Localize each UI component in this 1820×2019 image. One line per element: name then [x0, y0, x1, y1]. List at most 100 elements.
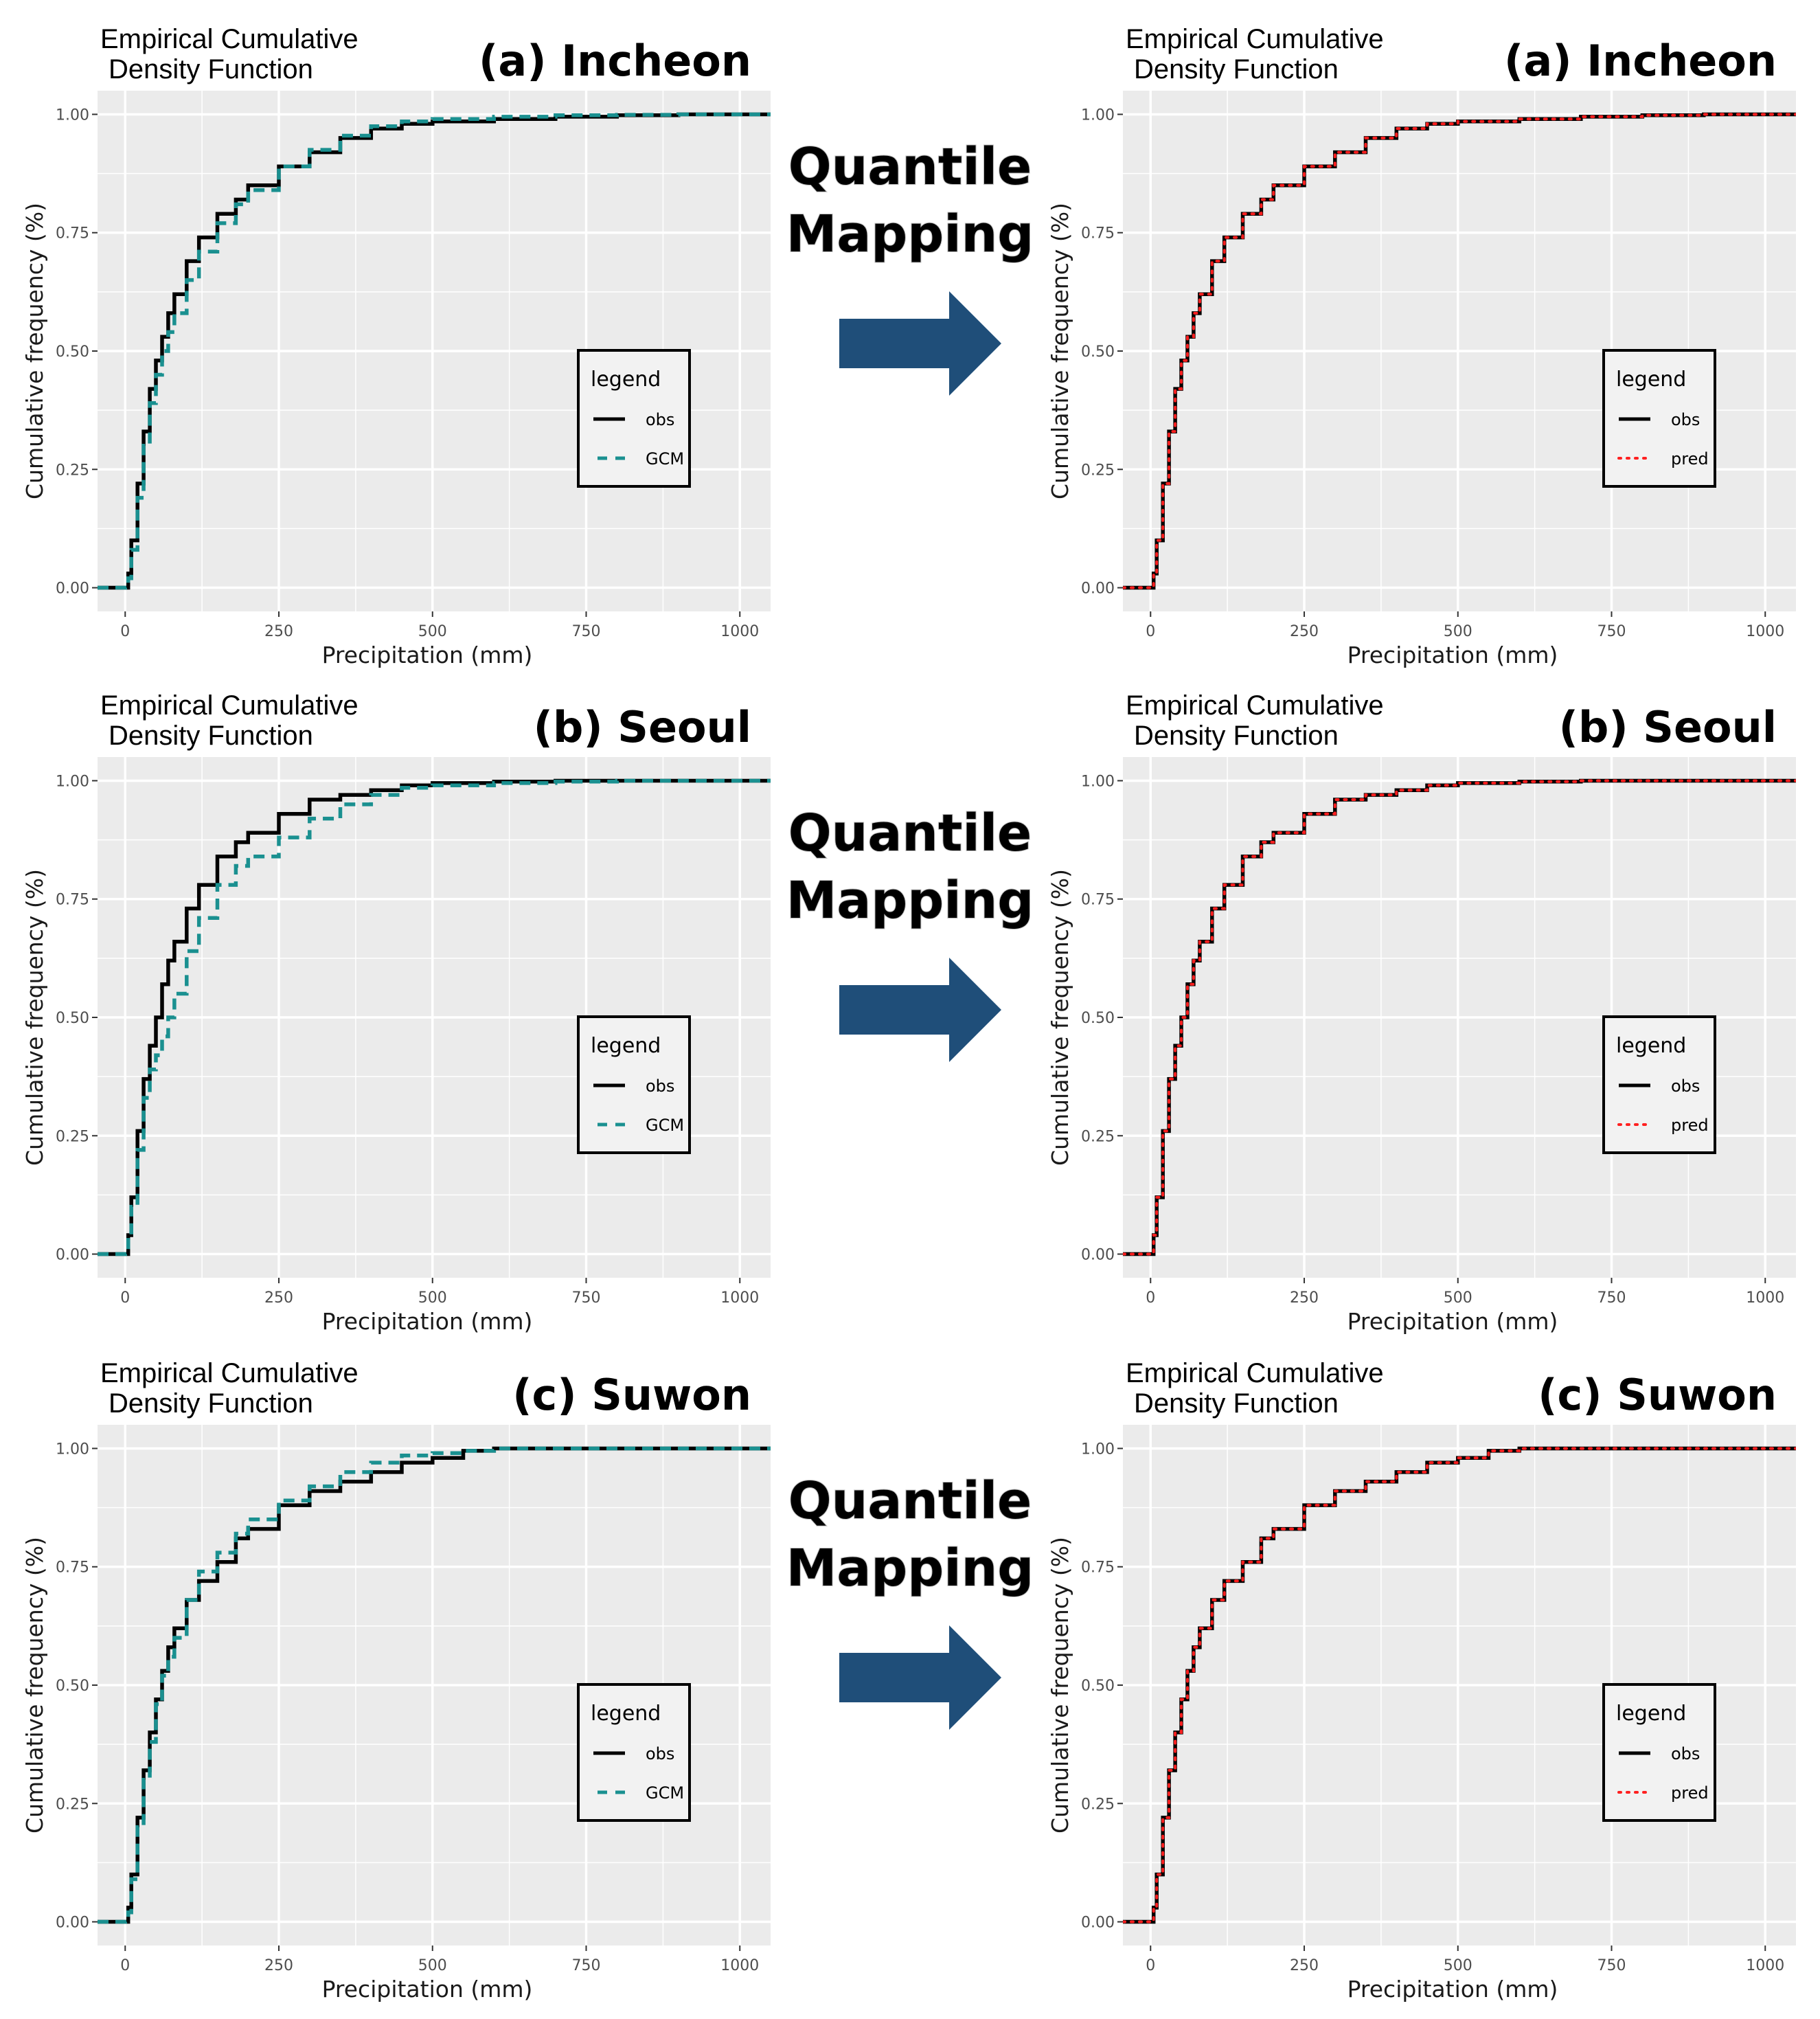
chart-panel-1: 0 250 500 750 1000 0.00 0.25 0.50 0.75 1.00 Precip…	[1047, 24, 1796, 668]
y-tick-label: 0.00	[1081, 1915, 1115, 1932]
x-tick-label: 500	[418, 1957, 447, 1974]
y-tick-label: 0.50	[1081, 1678, 1115, 1695]
y-tick-label: 0.00	[56, 580, 89, 598]
legend-label-obs: obs	[1671, 1744, 1700, 1763]
quantile-mapping-annotation: Quantile Mapping	[786, 803, 1034, 1062]
chart-panel-3: 0 250 500 750 1000 0.00 0.25 0.50 0.75 1.00 Precip…	[1047, 690, 1796, 1335]
quantile-mapping-text-line-2: Mapping	[786, 871, 1034, 930]
legend-label-obs: obs	[1671, 410, 1700, 429]
chart-title-line-2: Density Function	[109, 54, 313, 84]
x-tick-label: 750	[1597, 1289, 1626, 1307]
legend-title: legend	[591, 1702, 661, 1726]
y-tick-label: 0.75	[56, 1559, 89, 1577]
x-tick-label: 750	[1597, 1957, 1626, 1974]
y-axis-title: Cumulative frequency (%)	[1047, 1537, 1073, 1834]
panel-label: (b) Seoul	[534, 702, 751, 752]
x-tick-label: 0	[120, 623, 130, 640]
y-tick-label: 0.75	[1081, 225, 1115, 242]
legend: legend obs pred	[1602, 349, 1716, 488]
series-line-GCM	[98, 112, 771, 590]
x-axis-title: Precipitation (mm)	[1347, 1308, 1558, 1335]
legend-label-pred: pred	[1671, 1783, 1709, 1803]
y-tick-label: 1.00	[1081, 1441, 1115, 1458]
legend-label-obs: obs	[646, 1076, 674, 1096]
y-axis-title: Cumulative frequency (%)	[21, 203, 48, 499]
x-tick-label: 250	[264, 1957, 293, 1974]
x-tick-label: 0	[1146, 623, 1155, 640]
panel-label: (c) Suwon	[512, 1370, 751, 1420]
x-tick-label: 250	[1290, 623, 1319, 640]
legend-title: legend	[1616, 1702, 1686, 1726]
right-arrow-icon	[839, 958, 1001, 1062]
x-tick-label: 500	[1444, 1289, 1472, 1307]
y-tick-label: 0.25	[1081, 462, 1115, 479]
series-line-obs	[98, 1446, 771, 1924]
quantile-mapping-text-line-1: Quantile	[788, 804, 1032, 863]
legend-title: legend	[591, 1034, 661, 1058]
y-tick-label: 0.75	[1081, 1559, 1115, 1577]
x-tick-label: 750	[572, 623, 601, 640]
chart-title-line-1: Empirical Cumulative	[100, 24, 359, 54]
x-tick-label: 1000	[1746, 1957, 1784, 1974]
x-tick-label: 750	[1597, 623, 1626, 640]
y-tick-label: 0.00	[56, 1247, 89, 1264]
chart-panel-4: 0 250 500 750 1000 0.00 0.25 0.50 0.75 1.00 Precip…	[21, 1358, 771, 2003]
legend: legend obs pred	[1602, 1683, 1716, 1822]
quantile-mapping-text-line-1: Quantile	[788, 137, 1032, 196]
legend-title: legend	[591, 368, 661, 392]
x-tick-label: 250	[1290, 1289, 1319, 1307]
y-tick-label: 0.50	[56, 343, 89, 361]
y-tick-label: 0.50	[56, 1010, 89, 1027]
x-tick-label: 500	[418, 623, 447, 640]
y-axis-title: Cumulative frequency (%)	[21, 869, 48, 1166]
x-axis-title: Precipitation (mm)	[1347, 1976, 1558, 2003]
series-line-obs	[98, 778, 771, 1256]
x-tick-label: 1000	[720, 623, 759, 640]
x-tick-label: 750	[572, 1957, 601, 1974]
series-line-GCM	[98, 1446, 771, 1924]
legend-label-pred: pred	[1671, 449, 1709, 469]
series-line-pred	[1123, 113, 1796, 589]
y-tick-label: 0.75	[56, 892, 89, 909]
x-tick-label: 1000	[1746, 1289, 1784, 1307]
y-axis-title: Cumulative frequency (%)	[21, 1537, 48, 1834]
quantile-mapping-annotation: Quantile Mapping	[786, 1471, 1034, 1730]
right-arrow-icon	[839, 1625, 1001, 1730]
x-tick-label: 250	[1290, 1957, 1319, 1974]
y-axis-title: Cumulative frequency (%)	[1047, 203, 1073, 499]
y-tick-label: 0.25	[1081, 1796, 1115, 1813]
y-tick-label: 1.00	[1081, 106, 1115, 124]
legend-label-obs: obs	[1671, 1076, 1700, 1096]
legend-label-GCM: GCM	[646, 1783, 684, 1803]
series-line-GCM	[98, 778, 771, 1256]
panel-label: (a) Incheon	[1504, 36, 1777, 86]
chart-title-line-1: Empirical Cumulative	[1126, 690, 1384, 721]
x-axis-title: Precipitation (mm)	[1347, 642, 1558, 668]
x-tick-label: 0	[1146, 1289, 1155, 1307]
legend-label-obs: obs	[646, 1744, 674, 1763]
legend: legend obs GCM	[577, 349, 691, 488]
x-tick-label: 0	[120, 1957, 130, 1974]
legend: legend obs GCM	[577, 1683, 691, 1822]
x-axis-title: Precipitation (mm)	[322, 1976, 533, 2003]
x-tick-label: 750	[572, 1289, 601, 1307]
y-tick-label: 1.00	[56, 106, 89, 124]
legend-label-GCM: GCM	[646, 449, 684, 469]
y-tick-label: 1.00	[56, 773, 89, 790]
legend: legend obs pred	[1602, 1015, 1716, 1154]
y-tick-label: 0.25	[1081, 1128, 1115, 1145]
x-tick-label: 1000	[1746, 623, 1784, 640]
y-tick-label: 0.50	[56, 1678, 89, 1695]
quantile-mapping-text-line-1: Quantile	[788, 1471, 1032, 1531]
y-tick-label: 0.75	[56, 225, 89, 242]
legend-label-GCM: GCM	[646, 1116, 684, 1135]
panel-label: (b) Seoul	[1559, 702, 1777, 752]
series-line-pred	[1123, 779, 1796, 1256]
chart-title-line-1: Empirical Cumulative	[1126, 1358, 1384, 1388]
chart-panel-0: 0 250 500 750 1000 0.00 0.25 0.50 0.75 1.00 Precip…	[21, 24, 771, 668]
y-axis-title: Cumulative frequency (%)	[1047, 869, 1073, 1166]
chart-title-line-2: Density Function	[1134, 1388, 1339, 1419]
legend-label-obs: obs	[646, 410, 674, 429]
panel-label: (a) Incheon	[479, 36, 751, 86]
y-tick-label: 0.50	[1081, 1010, 1115, 1027]
